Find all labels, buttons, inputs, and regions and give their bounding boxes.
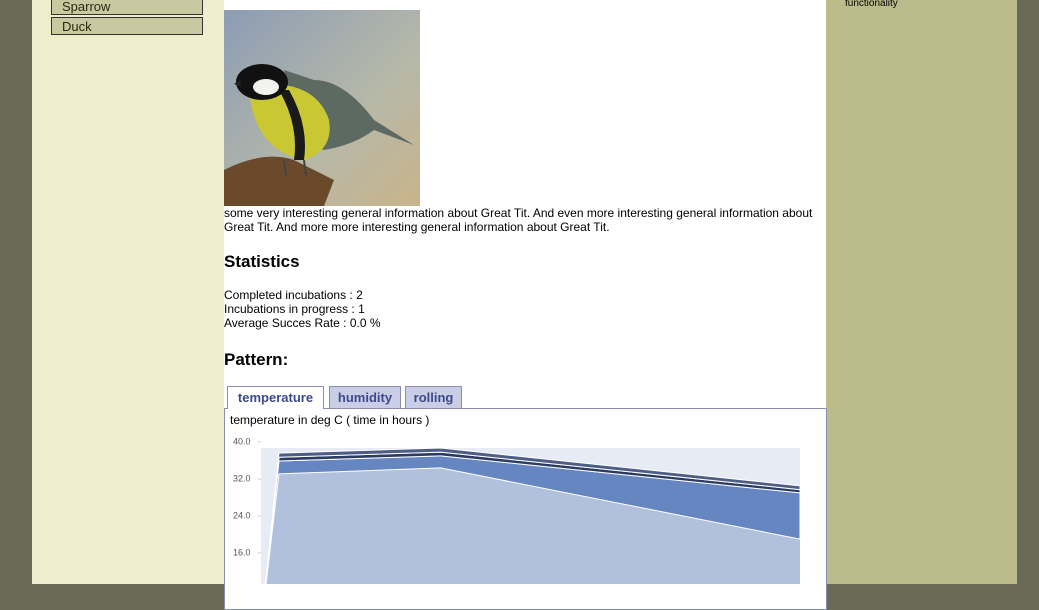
left-sidebar — [32, 0, 224, 584]
area — [264, 447, 801, 584]
heading: Statistics — [224, 252, 300, 271]
stat-line: Completed incubations : 2 — [224, 288, 363, 302]
page: Sparrow Duck functionality some very int… — [32, 0, 1017, 610]
y-tick-label: 32.0 — [233, 473, 251, 483]
y-tick-label: 16.0 — [233, 547, 251, 557]
y-tick-label: 40.0 — [233, 436, 251, 446]
nav-item[interactable]: Sparrow — [51, 0, 203, 15]
stat-line: Incubations in progress : 1 — [224, 302, 365, 316]
chart: temperature in deg C ( time in hours ) 4… — [230, 413, 801, 584]
y-tick-label: 24.0 — [233, 510, 251, 520]
tab[interactable]: temperature — [227, 386, 324, 409]
tab[interactable]: humidity — [329, 386, 401, 408]
stat-line: Average Succes Rate : 0.0 % — [224, 316, 381, 330]
tab[interactable]: rolling — [405, 386, 462, 408]
area — [266, 467, 800, 584]
sidebar-text: functionality — [845, 0, 898, 9]
bird-image — [224, 10, 420, 206]
nav-item[interactable]: Duck — [51, 17, 203, 35]
right-sidebar — [826, 0, 1017, 584]
chart-title: temperature in deg C ( time in hours ) — [230, 413, 429, 427]
description: some very interesting general informatio… — [224, 206, 813, 234]
heading: Pattern: — [224, 350, 289, 369]
